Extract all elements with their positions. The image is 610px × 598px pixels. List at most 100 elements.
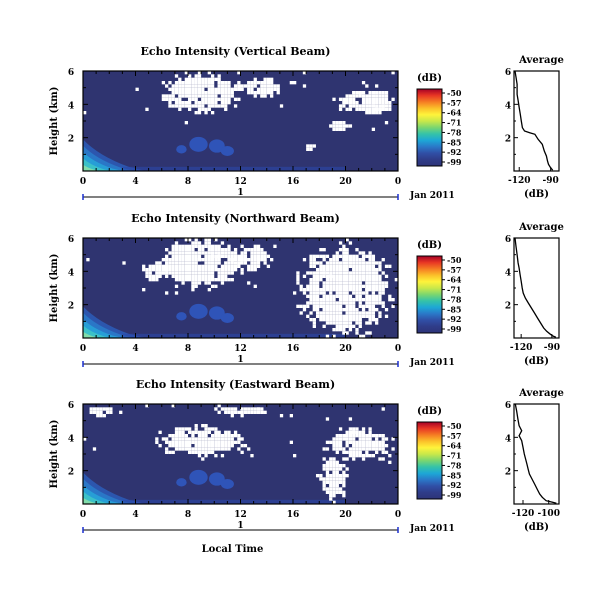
gap-cell <box>197 264 202 268</box>
gap-cell <box>217 261 221 265</box>
gap-cell <box>375 444 379 448</box>
gap-cell <box>365 271 369 275</box>
gap-cell <box>230 264 234 268</box>
gap-cell <box>355 254 359 258</box>
gap-cell <box>348 447 353 451</box>
gap-cell <box>365 444 369 448</box>
gap-cell <box>352 104 356 108</box>
gap-cell <box>181 91 185 95</box>
colorbar-tick-label: -92 <box>447 480 461 490</box>
gap-cell <box>355 101 359 105</box>
gap-cell <box>207 107 211 111</box>
gap-cell <box>355 264 359 268</box>
gap-cell <box>201 268 205 272</box>
gap-cell <box>345 254 349 258</box>
gap-cell <box>348 274 353 278</box>
gap-cell <box>178 248 182 252</box>
gap-cell <box>181 258 185 262</box>
gap-cell <box>365 304 369 308</box>
gap-cell <box>309 294 313 298</box>
gap-cell <box>207 444 211 448</box>
gap-cell <box>227 434 231 438</box>
gap-cell <box>227 87 231 91</box>
gap-cell <box>279 104 284 108</box>
gap-cell <box>197 74 202 78</box>
gap-cell <box>315 298 320 302</box>
gap-cell <box>174 440 179 444</box>
gap-cell <box>250 268 254 272</box>
gap-cell <box>342 288 346 292</box>
gap-cell <box>319 248 323 252</box>
gap-cell <box>197 244 202 248</box>
gap-cell <box>171 84 175 88</box>
gap-cell <box>247 407 251 411</box>
gap-cell <box>279 414 284 418</box>
gap-cell <box>348 318 353 322</box>
gap-cell <box>348 97 353 101</box>
gap-cell <box>329 284 333 288</box>
gap-cell <box>188 107 192 111</box>
gap-cell <box>191 91 195 95</box>
gap-cell <box>181 437 185 441</box>
gap-cell <box>273 84 277 88</box>
gap-cell <box>201 77 205 81</box>
gap-cell <box>329 318 333 322</box>
gap-cell <box>315 261 320 265</box>
gap-cell <box>378 281 382 285</box>
gap-cell <box>335 318 339 322</box>
colorbar-ramp <box>416 88 443 167</box>
gap-cell <box>375 104 379 108</box>
gap-cell <box>312 301 316 305</box>
gap-cell <box>325 314 330 318</box>
gap-cell <box>355 291 359 295</box>
colorbar-tick-label: -78 <box>447 294 462 304</box>
gap-cell <box>197 84 202 88</box>
gap-cell <box>214 437 218 441</box>
gap-cell <box>158 261 162 265</box>
gap-cell <box>260 258 264 262</box>
gap-cell <box>194 424 198 428</box>
gap-cell <box>335 460 339 464</box>
gap-cell <box>165 271 169 275</box>
gap-cell <box>322 464 326 468</box>
gap-cell <box>191 271 195 275</box>
gap-cell <box>204 274 208 278</box>
gap-cell <box>194 84 198 88</box>
gap-cell <box>332 258 336 262</box>
gap-cell <box>197 101 202 105</box>
gap-cell <box>368 94 372 98</box>
gap-cell <box>338 490 343 494</box>
gap-cell <box>210 254 215 258</box>
gap-cell <box>365 294 369 298</box>
gap-cell <box>220 264 225 268</box>
gap-cell <box>260 84 264 88</box>
gap-cell <box>368 278 372 282</box>
gap-cell <box>319 288 323 292</box>
gap-cell <box>214 244 218 248</box>
gap-cell <box>233 258 238 262</box>
gap-cell <box>181 94 185 98</box>
gap-cell <box>217 444 221 448</box>
gap-cell <box>171 264 175 268</box>
gap-cell <box>214 434 218 438</box>
gap-cell <box>197 447 202 451</box>
gap-cell <box>174 271 179 275</box>
gap-cell <box>312 308 316 312</box>
gap-cell <box>230 437 234 441</box>
gap-cell <box>348 261 353 265</box>
gap-cell <box>342 331 346 335</box>
gap-cell <box>371 318 376 322</box>
echo-patch <box>176 478 187 487</box>
gap-cell <box>237 434 241 438</box>
gap-cell <box>227 248 231 252</box>
gap-cell <box>342 278 346 282</box>
gap-cell <box>194 77 198 81</box>
gap-cell <box>306 314 310 318</box>
gap-cell <box>361 284 366 288</box>
x-axis: 0 4 8 12 16 20 0 <box>80 238 401 354</box>
gap-cell <box>371 264 376 268</box>
gap-cell <box>207 238 211 242</box>
gap-cell <box>210 264 215 268</box>
gap-cell <box>197 437 202 441</box>
gap-cell <box>247 248 251 252</box>
